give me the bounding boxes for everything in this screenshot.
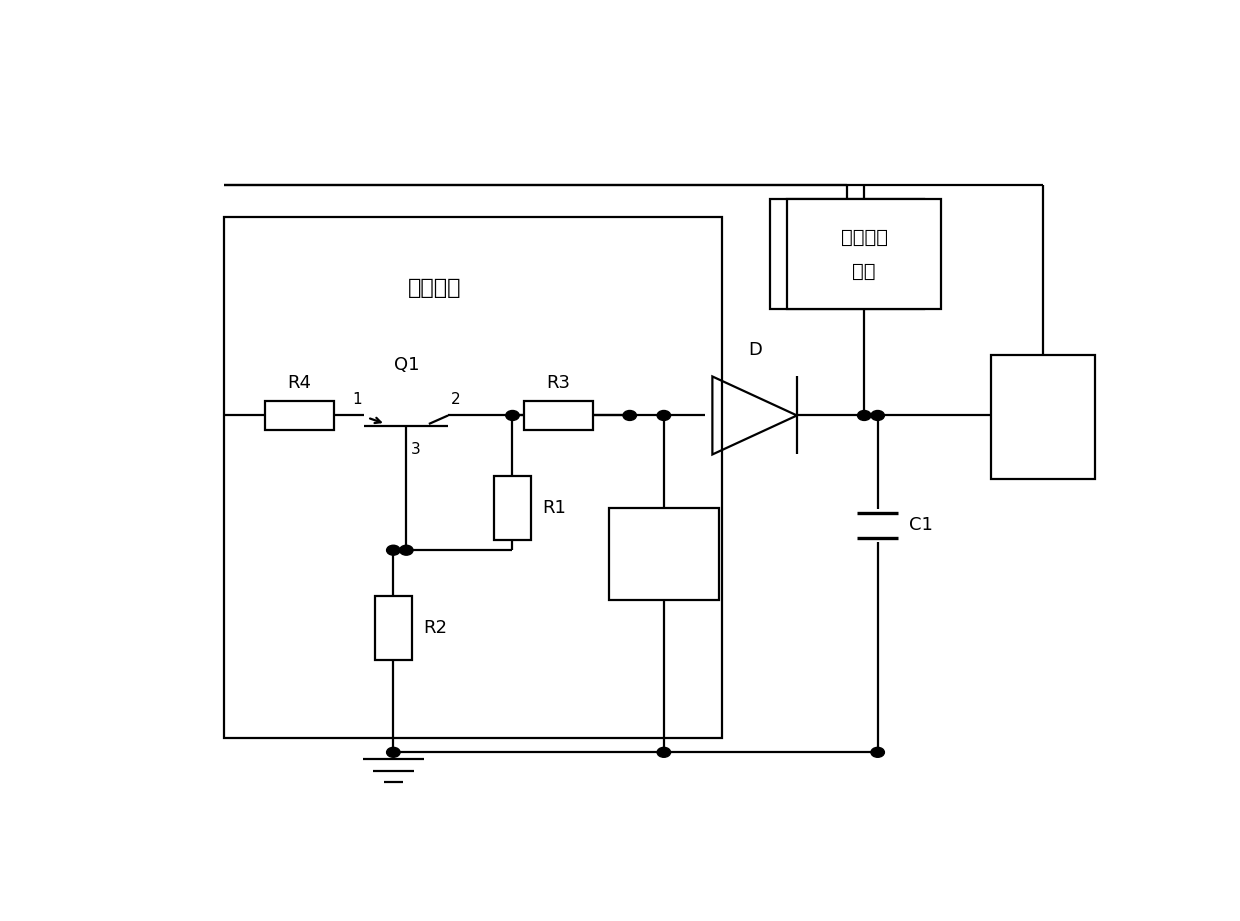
Text: R2: R2 — [423, 619, 448, 637]
Bar — [224, 217, 722, 738]
Bar — [495, 476, 531, 540]
Circle shape — [657, 411, 671, 420]
Text: 蓄电池: 蓄电池 — [646, 544, 682, 564]
Text: Q1: Q1 — [393, 356, 419, 374]
Circle shape — [387, 545, 401, 555]
Bar — [991, 356, 1095, 479]
Text: R4: R4 — [288, 374, 311, 392]
Text: 3: 3 — [412, 442, 420, 457]
Text: 1: 1 — [352, 392, 362, 407]
Text: 充电电路: 充电电路 — [408, 278, 461, 297]
Circle shape — [870, 411, 884, 420]
Text: C1: C1 — [909, 517, 934, 534]
Bar — [787, 199, 941, 309]
Text: 电能
输出端: 电能 输出端 — [1025, 391, 1060, 444]
Text: 外部充电
电源: 外部充电 电源 — [841, 227, 888, 281]
Text: R1: R1 — [542, 498, 567, 517]
Text: D: D — [749, 341, 763, 358]
Circle shape — [387, 747, 401, 757]
Circle shape — [622, 411, 636, 420]
Text: 2: 2 — [451, 392, 460, 407]
Text: 外部充电
电源: 外部充电 电源 — [823, 227, 870, 281]
Circle shape — [506, 411, 520, 420]
Circle shape — [870, 747, 884, 757]
Circle shape — [399, 545, 413, 555]
Bar — [525, 402, 593, 430]
Bar — [264, 402, 334, 430]
Text: R3: R3 — [547, 374, 570, 392]
Bar — [770, 199, 924, 309]
Bar — [609, 507, 719, 600]
Circle shape — [657, 747, 671, 757]
Circle shape — [858, 411, 870, 420]
Bar — [374, 596, 412, 660]
